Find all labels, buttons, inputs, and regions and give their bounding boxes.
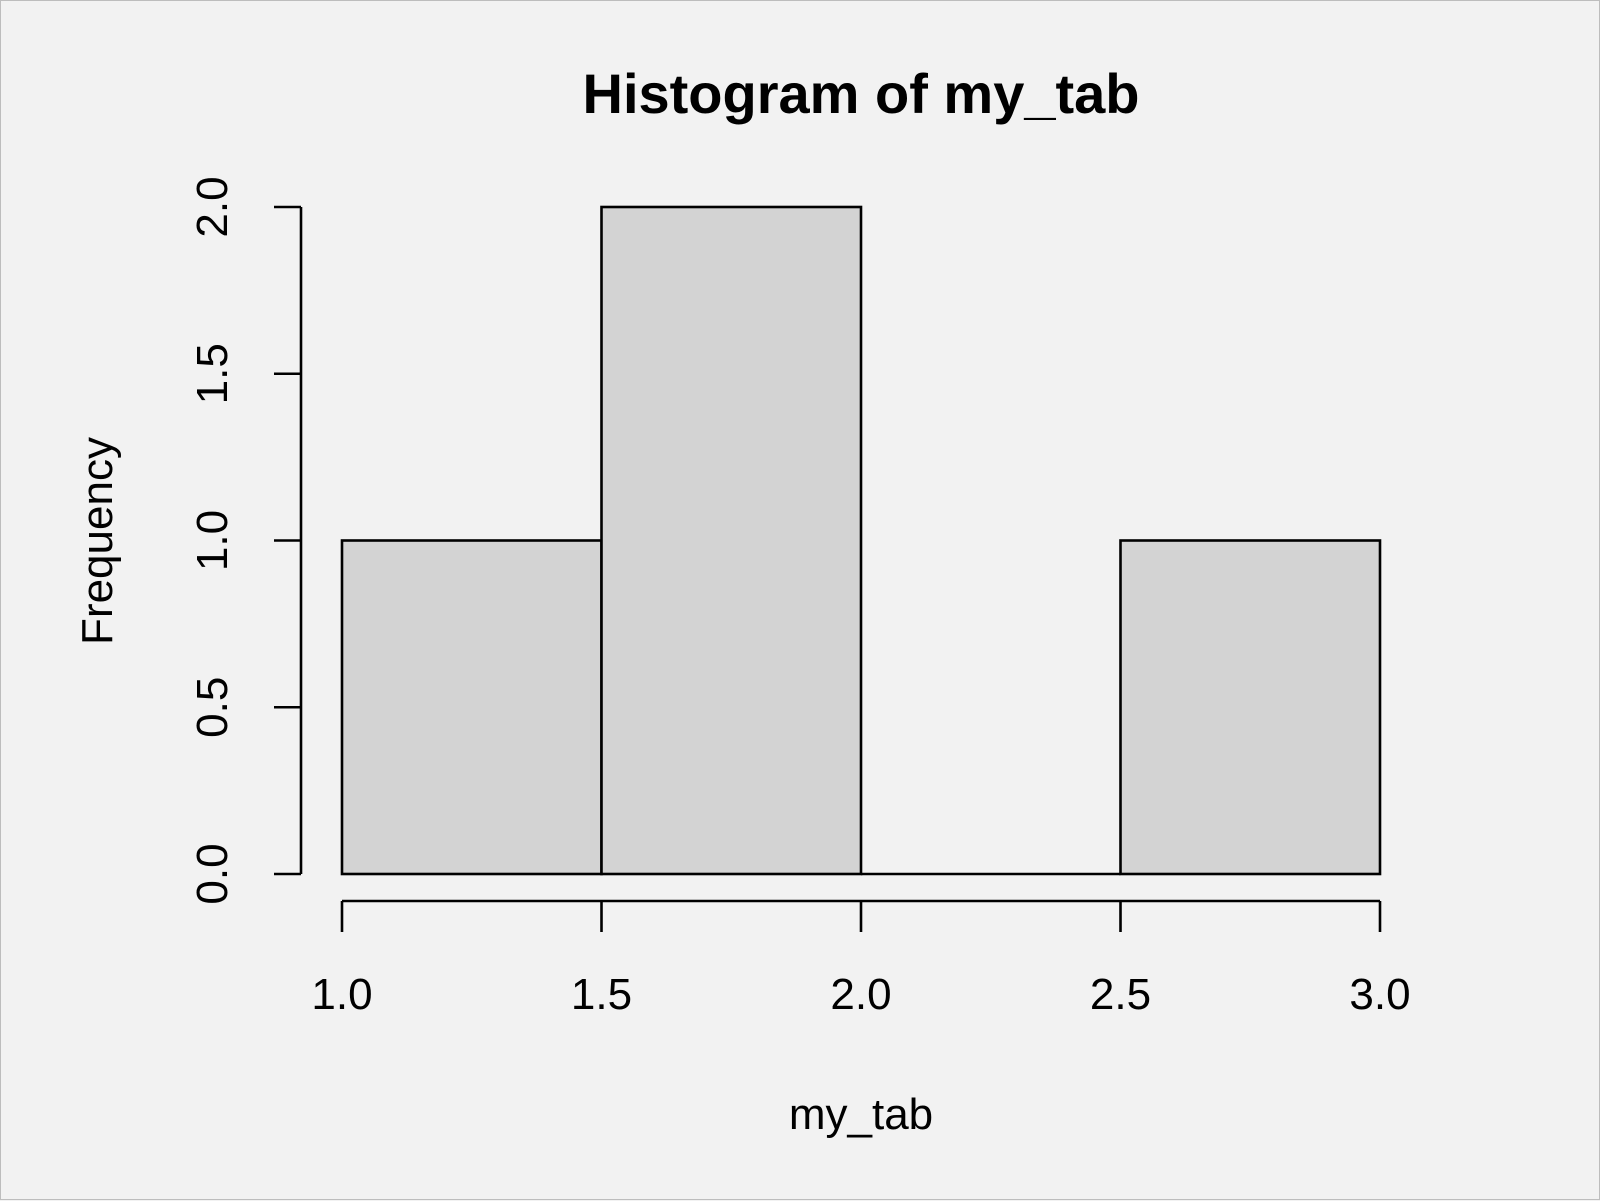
- histogram-bar-0: [340, 539, 603, 876]
- x-tick-label-2: 2.0: [830, 970, 891, 1019]
- chart-title: Histogram of my_tab: [583, 62, 1140, 125]
- y-tick-label-4: 2.0: [188, 176, 237, 237]
- histogram-bar-1: [600, 205, 863, 876]
- x-axis-label: my_tab: [789, 1090, 933, 1139]
- x-tick-label-1: 1.5: [571, 970, 632, 1019]
- x-tick-label-4: 3.0: [1349, 970, 1410, 1019]
- y-tick-label-1: 0.5: [188, 677, 237, 738]
- y-axis: 0.0 0.5 1.0 1.5 2.0: [188, 176, 303, 905]
- y-tick-label-3: 1.5: [188, 343, 237, 404]
- x-axis: 1.0 1.5 2.0 2.5 3.0: [311, 899, 1411, 1019]
- bars-group: [340, 205, 1382, 876]
- x-tick-label-0: 1.0: [311, 970, 372, 1019]
- histogram-bar-3: [1119, 539, 1382, 876]
- y-axis-label: Frequency: [73, 437, 122, 645]
- y-tick-label-2: 1.0: [188, 510, 237, 571]
- y-tick-label-0: 0.0: [188, 843, 237, 904]
- x-tick-label-3: 2.5: [1090, 970, 1151, 1019]
